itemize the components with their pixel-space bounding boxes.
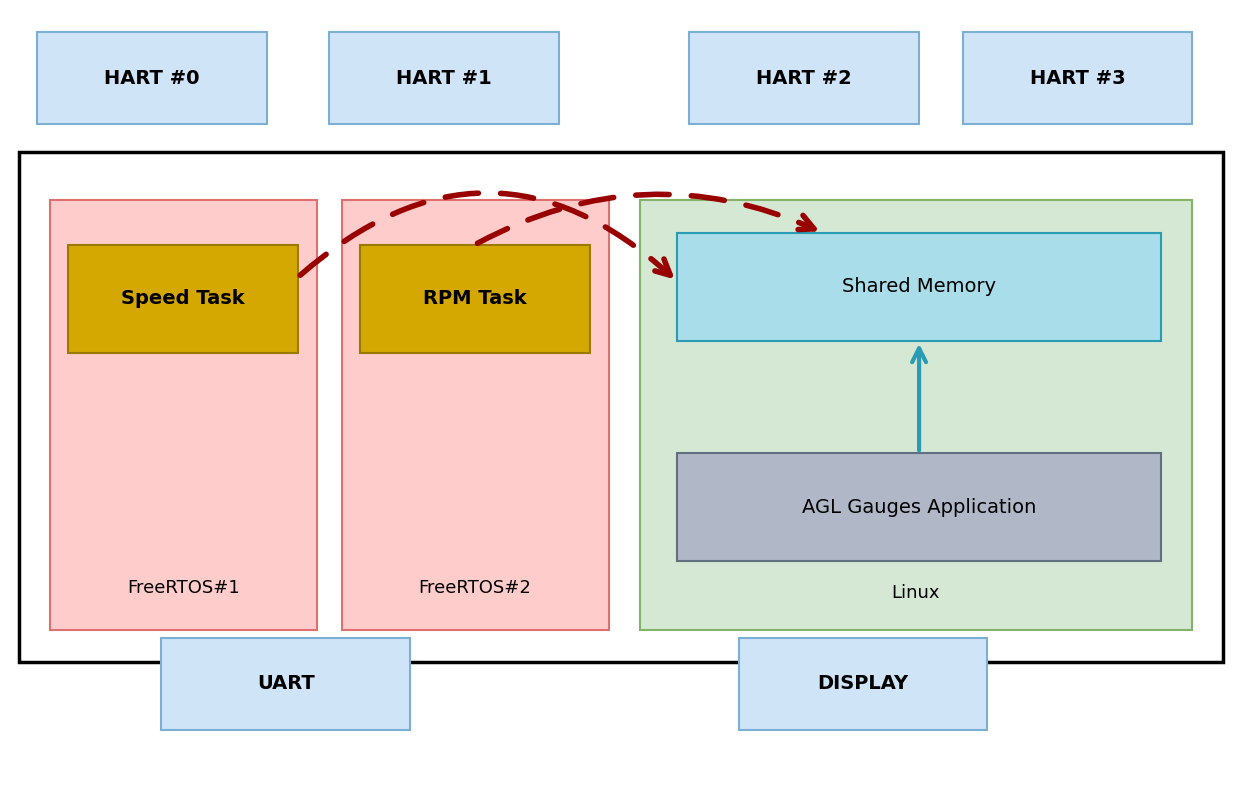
Text: FreeRTOS#2: FreeRTOS#2 bbox=[419, 580, 532, 597]
Text: Linux: Linux bbox=[892, 584, 940, 602]
Text: HART #2: HART #2 bbox=[756, 69, 852, 87]
Text: HART #3: HART #3 bbox=[1030, 69, 1125, 87]
Text: RPM Task: RPM Task bbox=[424, 290, 527, 308]
Bar bbox=[689, 32, 919, 124]
Text: UART: UART bbox=[257, 674, 314, 693]
Bar bbox=[37, 32, 267, 124]
Text: HART #0: HART #0 bbox=[104, 69, 200, 87]
Bar bbox=[19, 152, 1223, 662]
Text: AGL Gauges Application: AGL Gauges Application bbox=[802, 498, 1036, 516]
Bar bbox=[342, 200, 609, 630]
Bar bbox=[677, 233, 1161, 341]
Bar bbox=[161, 638, 410, 730]
Text: DISPLAY: DISPLAY bbox=[817, 674, 909, 693]
Bar bbox=[360, 245, 590, 353]
Text: Speed Task: Speed Task bbox=[122, 290, 245, 308]
Bar bbox=[739, 638, 987, 730]
Text: Shared Memory: Shared Memory bbox=[842, 277, 996, 296]
Bar bbox=[50, 200, 317, 630]
Bar bbox=[677, 453, 1161, 561]
Bar bbox=[640, 200, 1192, 630]
Text: HART #1: HART #1 bbox=[396, 69, 492, 87]
Bar bbox=[329, 32, 559, 124]
Bar bbox=[963, 32, 1192, 124]
Bar bbox=[68, 245, 298, 353]
Text: FreeRTOS#1: FreeRTOS#1 bbox=[127, 580, 240, 597]
